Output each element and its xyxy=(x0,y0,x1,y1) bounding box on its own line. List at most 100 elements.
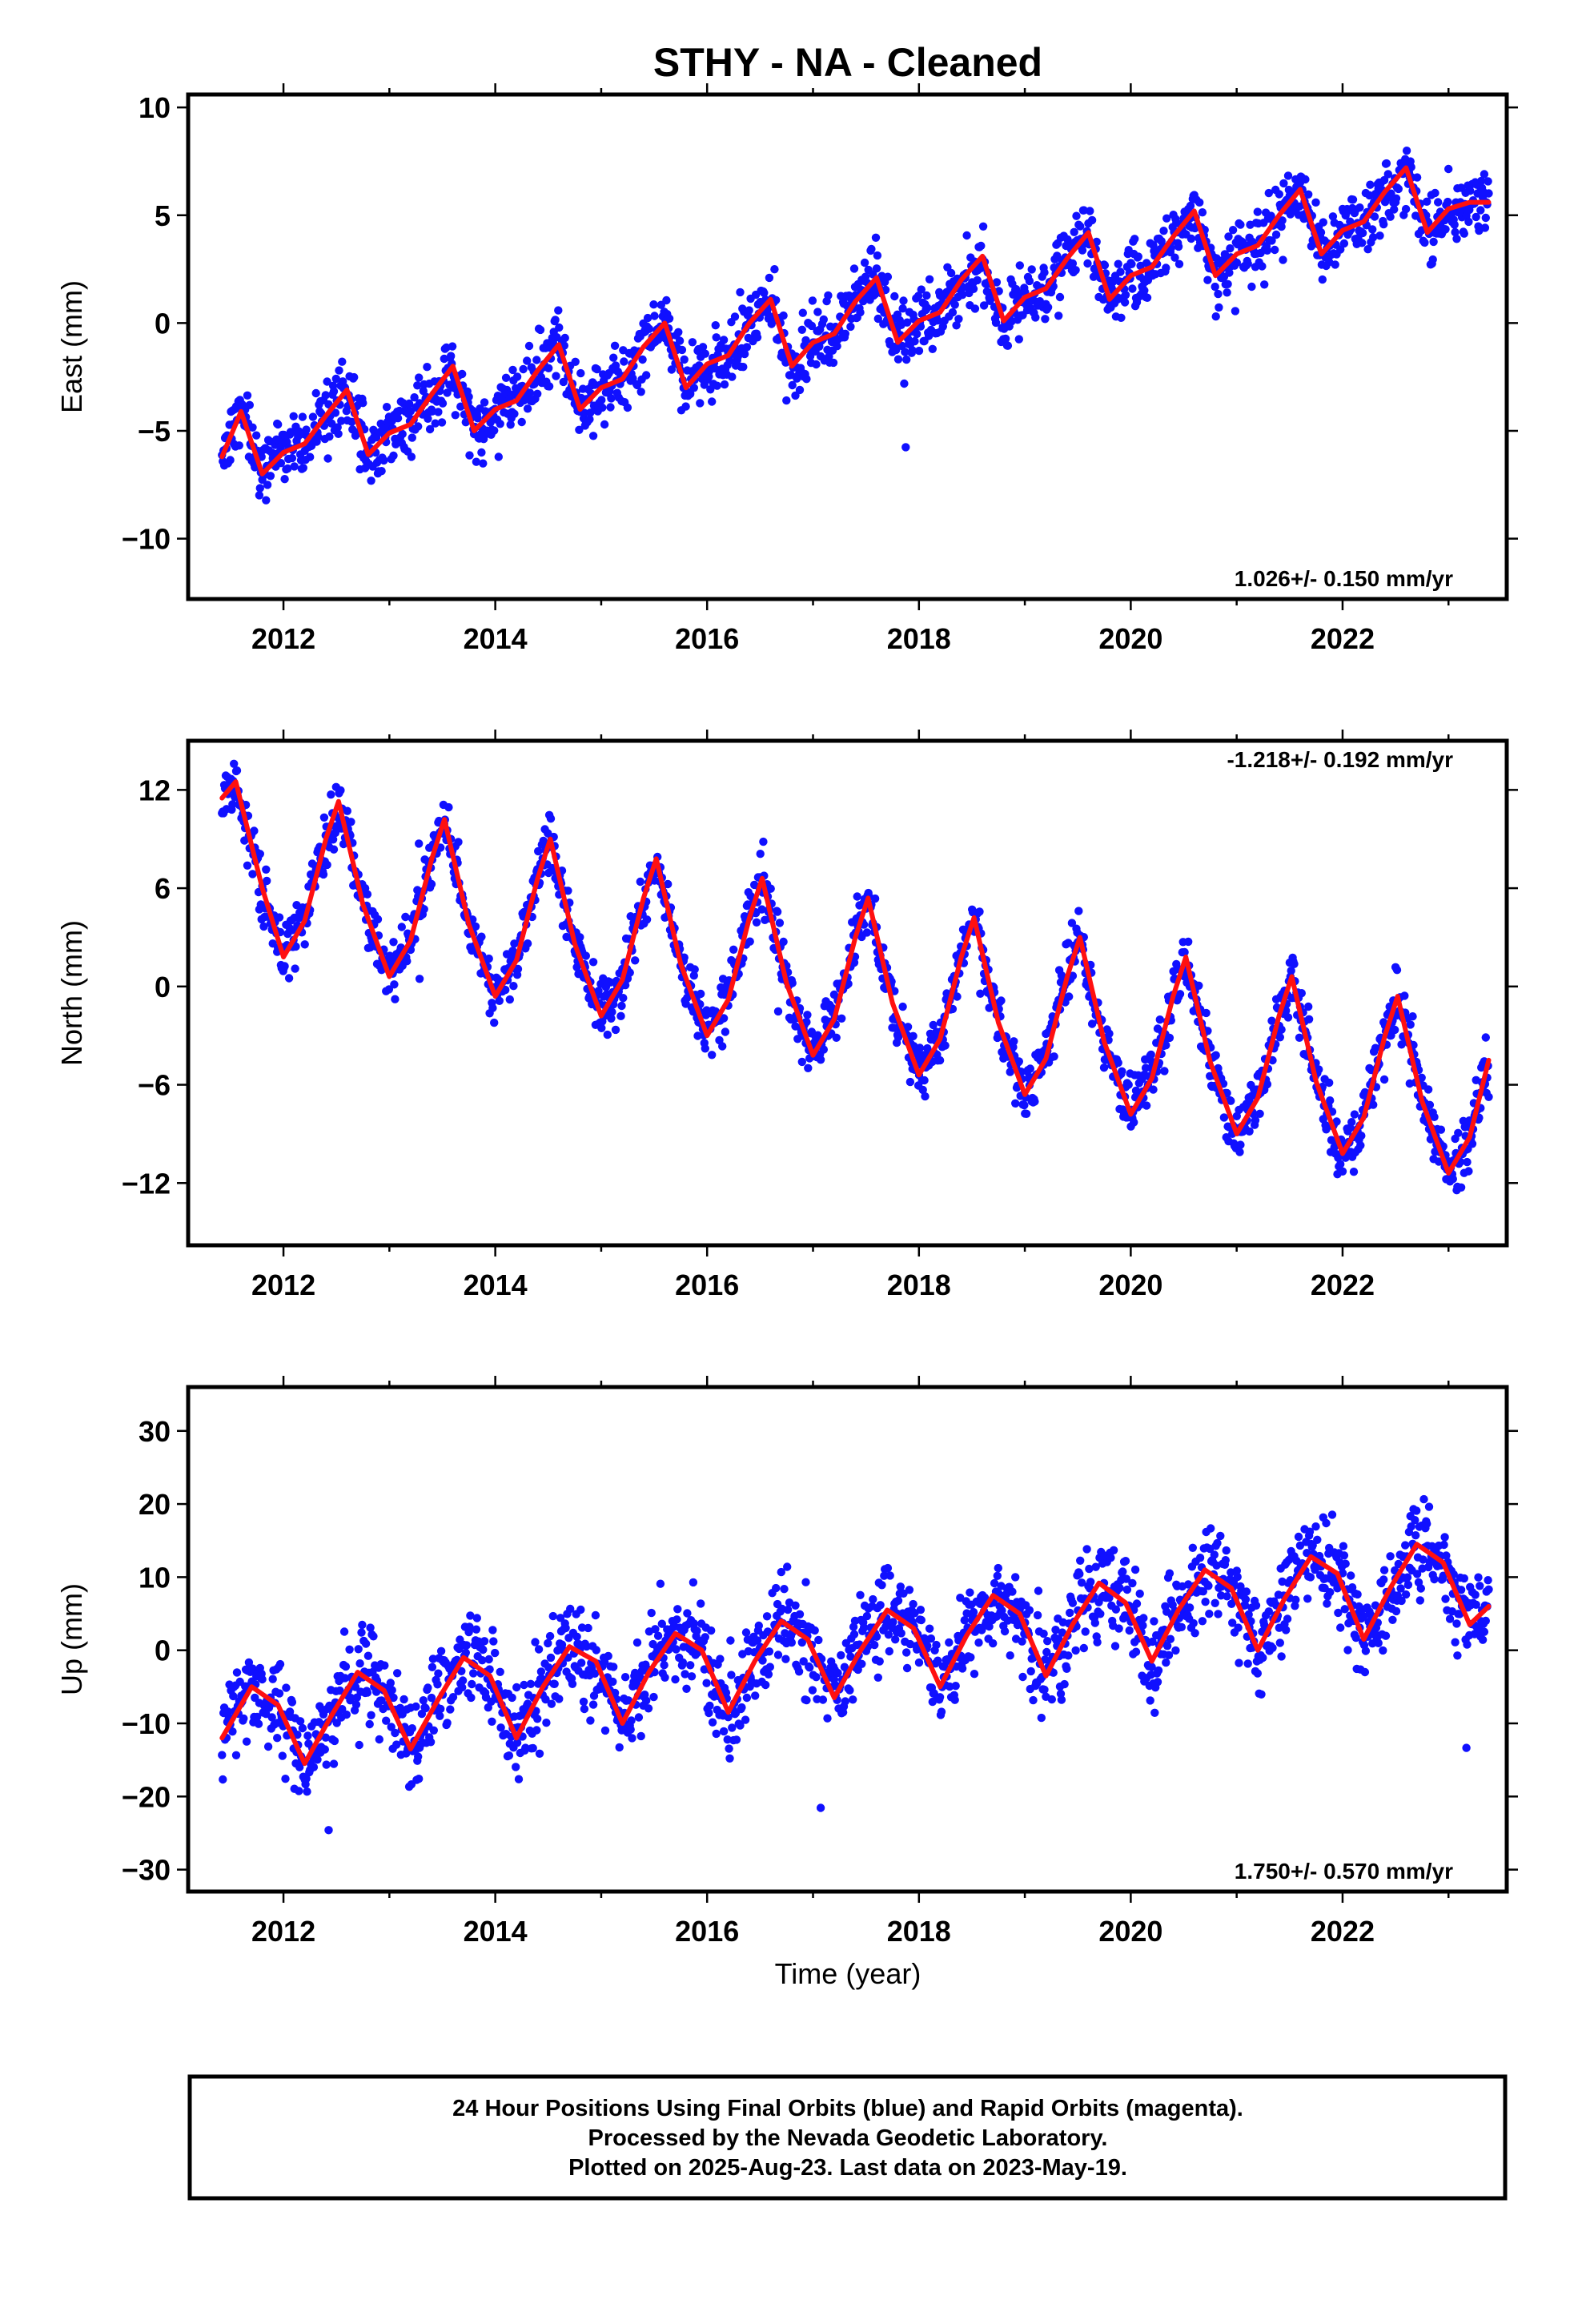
up-point xyxy=(1185,1603,1195,1612)
north-point xyxy=(1014,1057,1024,1066)
east-point xyxy=(742,343,752,352)
east-point xyxy=(638,355,647,364)
east-point xyxy=(934,316,942,325)
east-y-tick-label: 0 xyxy=(155,307,171,340)
up-point xyxy=(902,1648,911,1657)
up-point xyxy=(572,1632,581,1641)
up-point xyxy=(1228,1618,1237,1627)
north-point xyxy=(1065,992,1074,1001)
east-point xyxy=(1441,225,1450,234)
east-point xyxy=(576,368,585,378)
east-point xyxy=(913,292,923,300)
up-point xyxy=(1191,1629,1199,1638)
up-point xyxy=(1139,1614,1148,1622)
east-point xyxy=(1121,291,1130,300)
up-point xyxy=(657,1619,666,1628)
up-point xyxy=(1162,1642,1172,1651)
up-point xyxy=(916,1606,926,1614)
north-point xyxy=(617,1001,626,1011)
east-point xyxy=(871,233,881,242)
north-point xyxy=(1349,1168,1359,1176)
up-point xyxy=(849,1695,857,1704)
up-point xyxy=(561,1623,570,1633)
up-point xyxy=(1011,1573,1020,1582)
up-point xyxy=(1076,1556,1085,1566)
east-point xyxy=(1068,259,1078,268)
north-point xyxy=(534,846,543,856)
up-point xyxy=(795,1610,805,1619)
east-point xyxy=(1232,258,1242,267)
east-point xyxy=(551,316,560,324)
up-point xyxy=(1115,1583,1124,1593)
north-point xyxy=(1356,1141,1365,1150)
north-point xyxy=(1162,1041,1170,1050)
north-point xyxy=(1371,1043,1380,1052)
east-point xyxy=(782,396,791,405)
up-point xyxy=(512,1683,521,1692)
up-point xyxy=(1138,1621,1147,1630)
east-point xyxy=(226,456,235,464)
east-point xyxy=(643,313,652,323)
up-point xyxy=(1085,1564,1094,1574)
up-point xyxy=(862,1611,872,1621)
east-point xyxy=(519,364,528,374)
up-point xyxy=(772,1583,781,1593)
east-point xyxy=(523,356,532,365)
up-point xyxy=(712,1729,721,1739)
north-point xyxy=(339,839,348,849)
up-point xyxy=(545,1631,555,1641)
up-point xyxy=(870,1640,879,1650)
north-point xyxy=(976,989,985,999)
up-point xyxy=(705,1708,713,1718)
north-point xyxy=(1336,1160,1345,1168)
up-point xyxy=(810,1626,819,1635)
east-point xyxy=(1295,202,1304,211)
east-point xyxy=(1328,212,1338,221)
east-point xyxy=(1228,226,1238,235)
north-point xyxy=(1325,1078,1334,1088)
east-point xyxy=(393,414,403,423)
east-point xyxy=(379,456,388,465)
east-point xyxy=(335,366,343,375)
north-point xyxy=(275,913,284,922)
north-point xyxy=(935,1055,945,1065)
up-point xyxy=(231,1751,241,1759)
up-point xyxy=(1131,1647,1141,1656)
east-point xyxy=(1142,293,1152,302)
east-point xyxy=(437,418,447,427)
up-point xyxy=(693,1626,701,1635)
north-point xyxy=(853,892,861,901)
up-point xyxy=(1062,1664,1071,1673)
east-point xyxy=(979,301,989,310)
north-point xyxy=(690,965,699,974)
east-point xyxy=(598,403,607,412)
up-point xyxy=(833,1668,842,1678)
up-point xyxy=(787,1638,796,1647)
east-point xyxy=(745,306,753,315)
up-point xyxy=(1026,1667,1035,1676)
east-point xyxy=(1198,208,1207,217)
up-point xyxy=(880,1571,889,1580)
east-point xyxy=(410,393,419,402)
east-point xyxy=(883,272,893,281)
up-point xyxy=(466,1611,475,1620)
up-point xyxy=(303,1787,311,1796)
north-point xyxy=(1304,1015,1314,1024)
up-point xyxy=(1047,1695,1057,1704)
east-point xyxy=(472,457,481,466)
up-point xyxy=(1204,1582,1213,1590)
east-point xyxy=(1211,312,1220,321)
north-y-tick-label: 6 xyxy=(155,872,171,905)
up-point xyxy=(1311,1522,1320,1531)
up-point xyxy=(1282,1626,1291,1634)
north-point xyxy=(1326,1096,1335,1105)
east-point xyxy=(524,341,534,351)
east-point xyxy=(1277,222,1286,231)
east-point xyxy=(533,389,542,398)
up-point xyxy=(322,1760,331,1769)
up-point xyxy=(697,1599,705,1608)
east-point xyxy=(1423,197,1431,206)
up-point xyxy=(282,1683,291,1692)
east-point xyxy=(829,358,838,368)
east-point xyxy=(902,318,912,327)
